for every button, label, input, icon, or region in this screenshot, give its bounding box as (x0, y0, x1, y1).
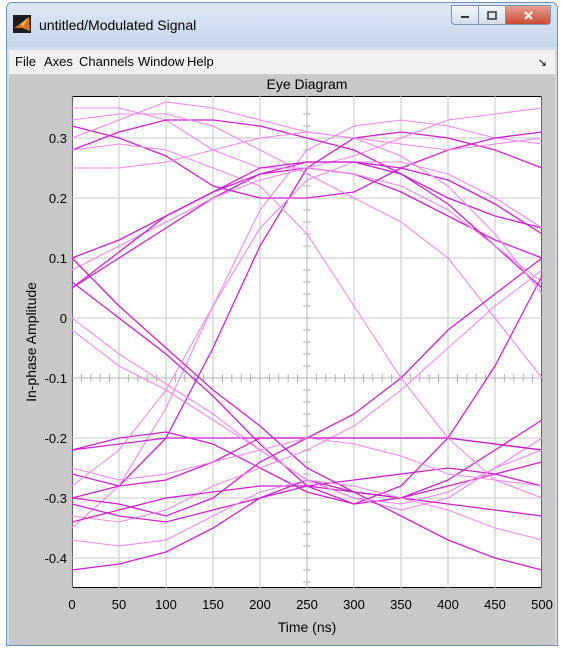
title-bar[interactable]: untitled/Modulated Signal (7, 3, 557, 47)
eye-trace (72, 107, 543, 169)
menu-bar: File Axes Channels Window Help ↘ (9, 50, 555, 75)
x-tick-label: 100 (155, 597, 177, 612)
x-tick-label: 400 (437, 597, 459, 612)
menu-window[interactable]: Window (138, 54, 185, 69)
eye-trace (72, 131, 543, 295)
x-tick-label: 150 (202, 597, 224, 612)
y-tick-label: -0.4 (45, 551, 67, 566)
eye-trace (71, 119, 543, 229)
close-button[interactable] (505, 5, 551, 25)
y-tick-label: 0.3 (49, 131, 67, 146)
chart-title: Eye Diagram (267, 76, 348, 92)
y-tick-label: -0.3 (45, 491, 67, 506)
eye-trace (71, 269, 543, 523)
maximize-icon (487, 10, 497, 20)
minimize-icon (461, 16, 469, 18)
eye-trace (71, 275, 543, 505)
x-tick-label: 250 (296, 597, 318, 612)
eye-trace (71, 257, 543, 499)
dock-arrow-icon[interactable]: ↘ (537, 57, 547, 69)
x-tick-label: 0 (68, 597, 75, 612)
menu-help[interactable]: Help (187, 54, 214, 69)
eye-trace (71, 113, 543, 379)
x-tick-label: 350 (390, 597, 412, 612)
eye-trace (71, 143, 543, 499)
y-tick-label: 0 (60, 311, 67, 326)
y-axis-label: In-phase Amplitude (23, 282, 39, 402)
eye-trace (71, 467, 543, 523)
x-tick-label: 300 (343, 597, 365, 612)
menu-file[interactable]: File (15, 54, 36, 69)
eye-trace (71, 329, 543, 505)
y-tick-label: 0.1 (49, 251, 67, 266)
x-axis-label: Time (ns) (278, 619, 337, 635)
eye-trace (71, 161, 543, 289)
eye-trace (71, 125, 543, 199)
y-tick-label: 0.2 (49, 191, 67, 206)
x-tick-label: 200 (249, 597, 271, 612)
eye-trace (71, 161, 543, 487)
y-tick-label: -0.1 (45, 371, 67, 386)
y-tick-label: -0.2 (45, 431, 67, 446)
menu-axes[interactable]: Axes (44, 54, 73, 69)
close-icon (523, 10, 533, 20)
x-tick-label: 450 (484, 597, 506, 612)
eye-trace (71, 437, 543, 487)
x-tick-label: 500 (531, 597, 553, 612)
menu-channels[interactable]: Channels (79, 54, 134, 69)
matlab-logo-icon (13, 15, 31, 33)
x-tick-label: 50 (112, 597, 126, 612)
window-title: untitled/Modulated Signal (39, 17, 197, 33)
